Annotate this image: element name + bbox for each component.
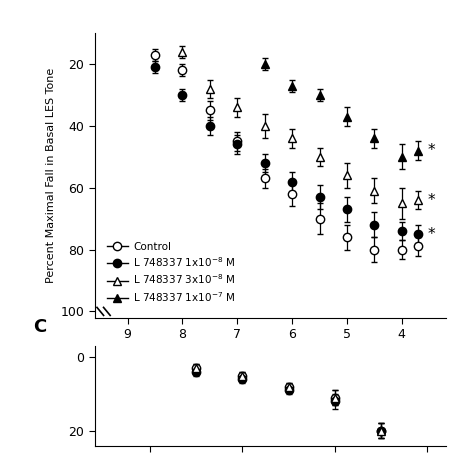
Y-axis label: Percent Maximal Fall in Basal LES Tone: Percent Maximal Fall in Basal LES Tone xyxy=(46,68,56,283)
Text: *: * xyxy=(428,227,436,242)
Text: *: * xyxy=(428,192,436,208)
X-axis label: -Log [CL 316243] (M): -Log [CL 316243] (M) xyxy=(204,346,337,360)
Text: C: C xyxy=(33,318,46,336)
Legend: Control, L 748337 1x10$^{-8}$ M, L 748337 3x10$^{-8}$ M, L 748337 1x10$^{-7}$ M: Control, L 748337 1x10$^{-8}$ M, L 74833… xyxy=(107,241,235,304)
Text: *: * xyxy=(428,143,436,158)
